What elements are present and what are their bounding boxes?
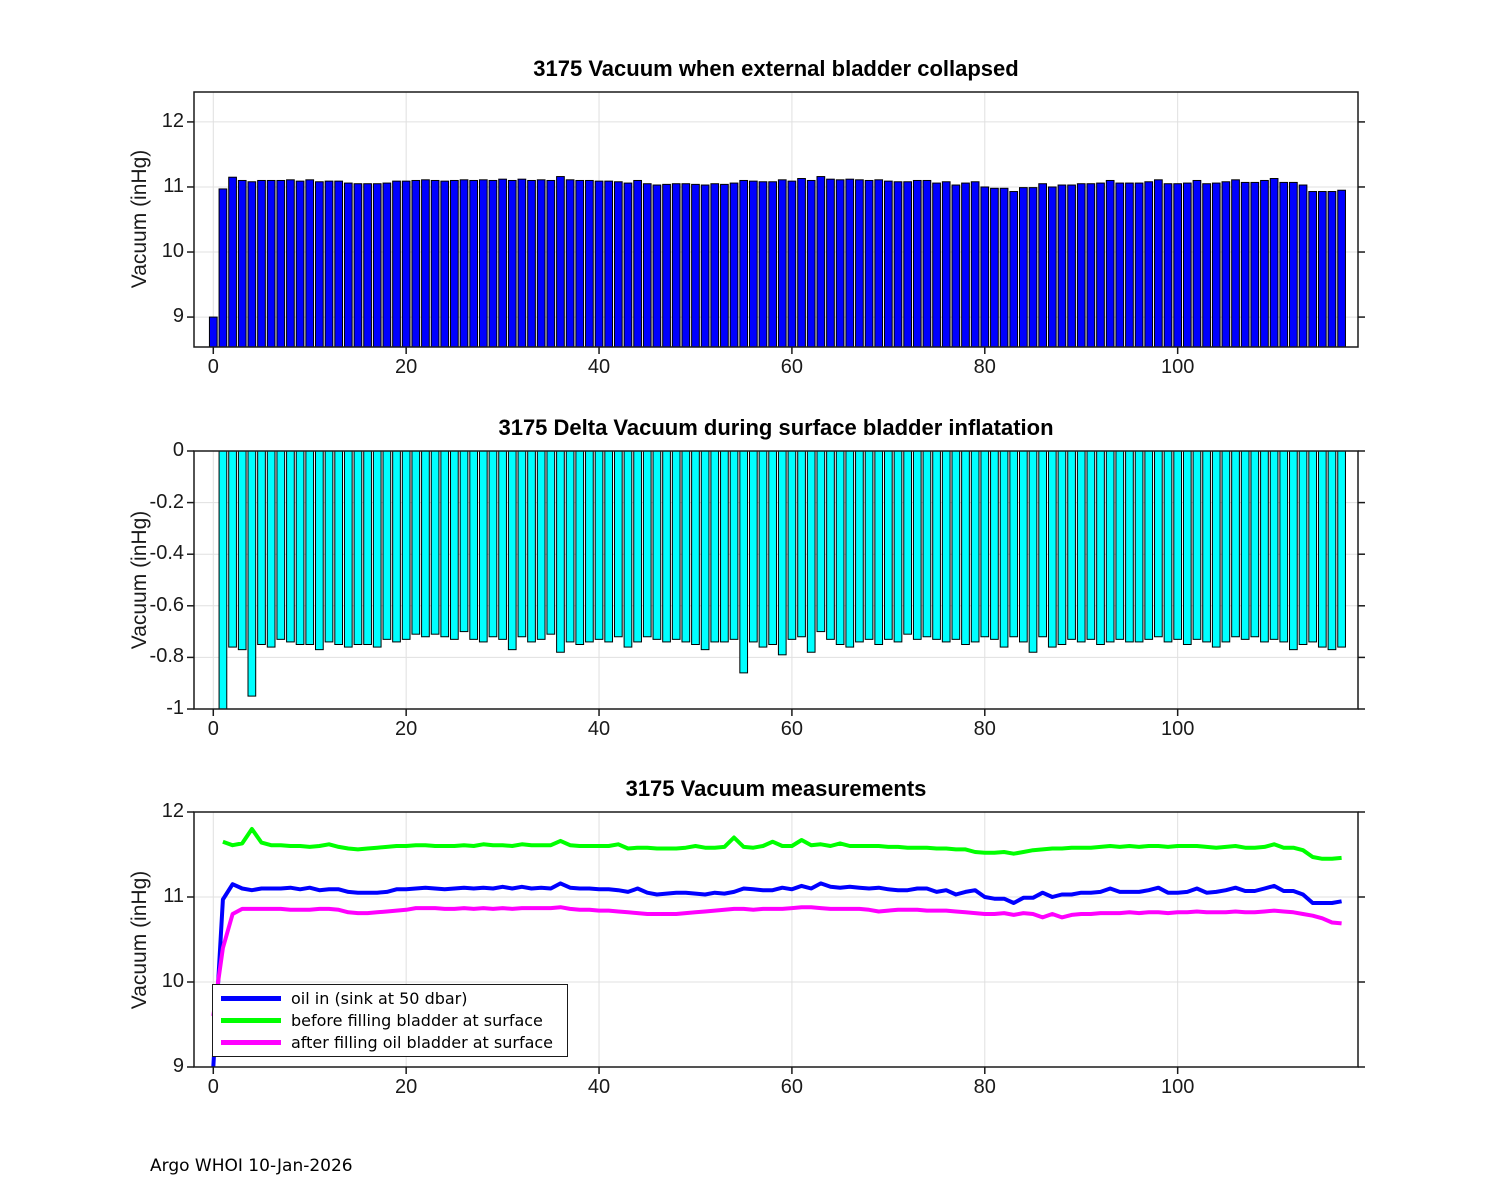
x-tick-label: 0 bbox=[207, 356, 219, 378]
y-tick-label: -0.4 bbox=[149, 542, 184, 565]
legend-item-label: oil in (sink at 50 dbar) bbox=[291, 989, 468, 1009]
delta-vacuum-bar-chart bbox=[187, 450, 1365, 716]
y-tick-label: 9 bbox=[172, 305, 184, 328]
legend-line-swatch bbox=[221, 996, 281, 1002]
x-tick-label: 0 bbox=[207, 718, 219, 740]
y-tick-label: 12 bbox=[161, 109, 184, 132]
x-tick-label: 60 bbox=[780, 1076, 804, 1098]
x-tick-label: 40 bbox=[587, 356, 611, 378]
plot3-title: 3175 Vacuum measurements bbox=[625, 776, 927, 801]
y-tick-label: 10 bbox=[161, 970, 184, 992]
y-tick-label: 10 bbox=[161, 240, 184, 263]
legend-item-label: after filling oil bladder at surface bbox=[291, 1032, 554, 1052]
y-tick-label: -1 bbox=[166, 697, 184, 719]
x-tick-label: 20 bbox=[395, 1076, 418, 1098]
x-tick-label: 80 bbox=[973, 356, 996, 378]
x-tick-label: 80 bbox=[973, 1076, 996, 1098]
legend: oil in (sink at 50 dbar) before filling b… bbox=[212, 984, 568, 1057]
legend-item: before filling bladder at surface bbox=[221, 1011, 559, 1030]
x-tick-label: 60 bbox=[780, 718, 804, 740]
y-tick-label: 11 bbox=[163, 885, 184, 907]
plot1-ylabel: Vacuum (inHg) bbox=[128, 149, 151, 289]
y-tick-label: -0.2 bbox=[149, 490, 184, 513]
x-tick-label: 100 bbox=[1160, 1076, 1195, 1098]
x-tick-label: 0 bbox=[207, 1076, 219, 1098]
y-tick-label: -0.6 bbox=[149, 593, 184, 616]
delta-vacuum-bar-chart-svg bbox=[187, 450, 1365, 716]
x-tick-label: 80 bbox=[973, 718, 996, 740]
footer-text: Argo WHOI 10-Jan-2026 bbox=[150, 1156, 353, 1176]
x-tick-label: 100 bbox=[1160, 718, 1195, 740]
plot2-ylabel: Vacuum (inHg) bbox=[128, 510, 151, 650]
y-tick-label: 12 bbox=[161, 800, 184, 822]
y-tick-label: 0 bbox=[172, 439, 184, 461]
x-tick-label: 40 bbox=[587, 718, 611, 740]
x-tick-label: 20 bbox=[395, 718, 418, 740]
x-tick-label: 100 bbox=[1160, 356, 1195, 378]
y-tick-label: -0.8 bbox=[149, 645, 184, 668]
legend-line-swatch bbox=[221, 1017, 281, 1023]
x-tick-label: 20 bbox=[395, 356, 418, 378]
plot1-title: 3175 Vacuum when external bladder collap… bbox=[533, 56, 1019, 81]
y-tick-label: 9 bbox=[172, 1055, 184, 1077]
legend-item-label: before filling bladder at surface bbox=[291, 1010, 543, 1030]
y-tick-label: 11 bbox=[163, 174, 184, 197]
legend-item: after filling oil bladder at surface bbox=[221, 1033, 559, 1052]
collapsed-vacuum-bar-chart-svg bbox=[187, 91, 1365, 354]
vacuum-measurements-line-chart-svg bbox=[187, 811, 1365, 1074]
x-tick-label: 60 bbox=[780, 356, 804, 378]
legend-item: oil in (sink at 50 dbar) bbox=[221, 989, 559, 1008]
vacuum-measurements-line-chart bbox=[187, 811, 1365, 1074]
legend-line-swatch bbox=[221, 1039, 281, 1045]
x-tick-label: 40 bbox=[587, 1076, 611, 1098]
collapsed-vacuum-bar-chart bbox=[187, 91, 1365, 354]
plot2-title: 3175 Delta Vacuum during surface bladder… bbox=[498, 415, 1054, 440]
